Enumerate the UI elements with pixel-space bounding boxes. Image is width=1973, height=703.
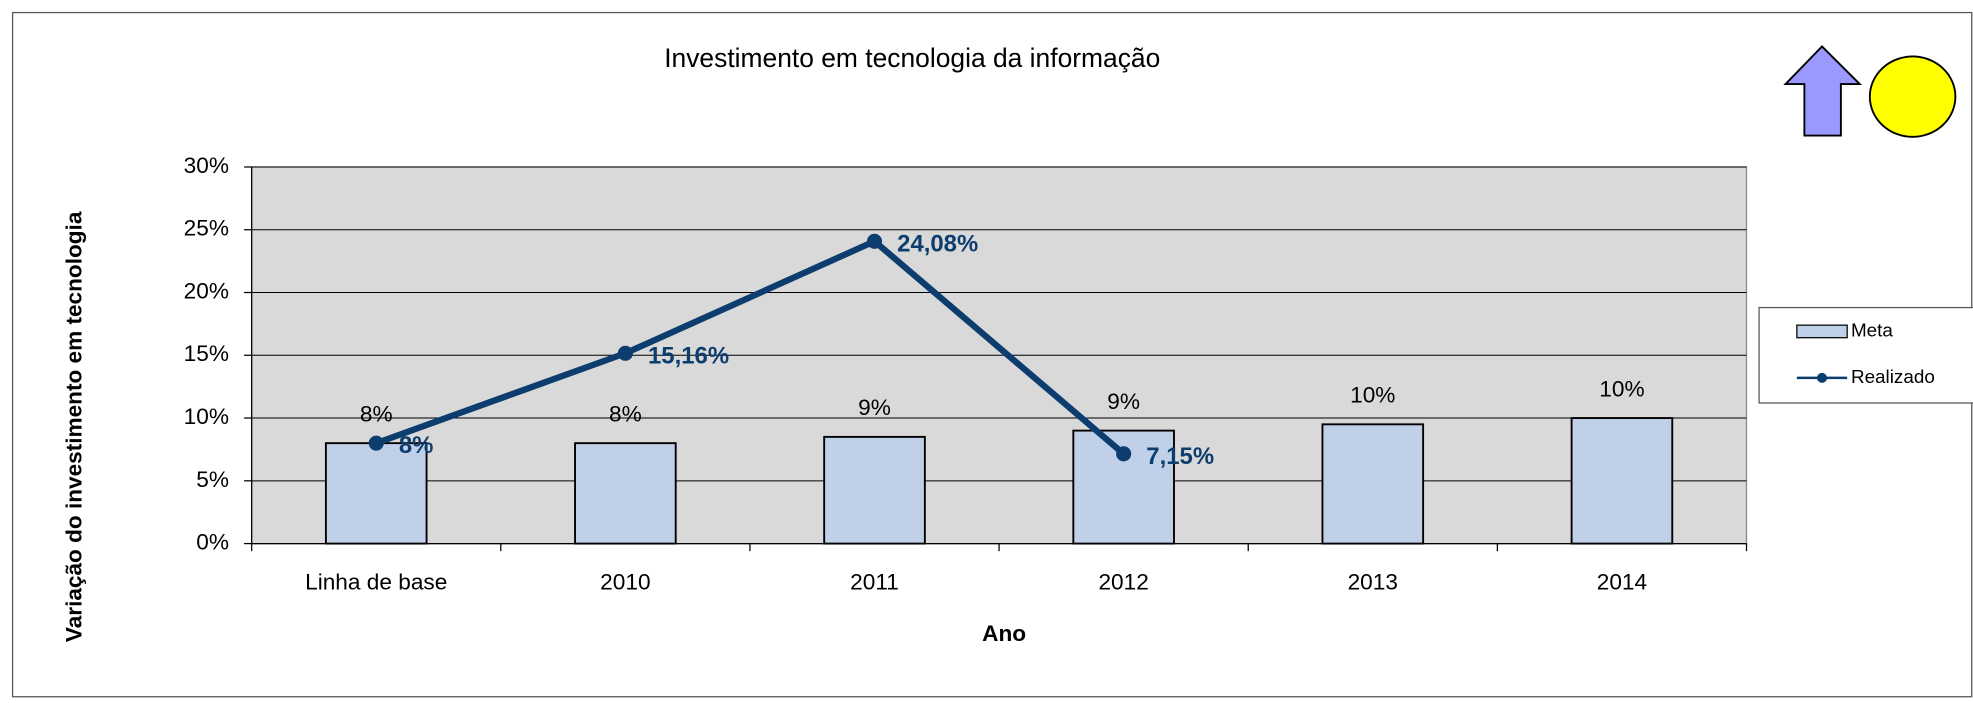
bar bbox=[1321, 423, 1425, 545]
x-axis-label: Ano bbox=[982, 621, 1026, 646]
line-point bbox=[617, 345, 633, 361]
bar-value-label: 10% bbox=[1599, 376, 1644, 401]
y-tick-label: 25% bbox=[184, 216, 229, 241]
legend-swatch bbox=[1796, 324, 1848, 339]
legend-box bbox=[1758, 306, 1973, 404]
line-value-label: 24,08% bbox=[897, 230, 978, 257]
x-tick-label: 2014 bbox=[1597, 570, 1647, 595]
line-value-label: 8% bbox=[399, 432, 434, 459]
bar-value-label: 9% bbox=[1107, 389, 1140, 414]
bar-value-label: 8% bbox=[609, 402, 642, 427]
chart-title: Investimento em tecnologia da informação bbox=[664, 43, 1160, 73]
line-value-label: 15,16% bbox=[648, 342, 729, 369]
arrow-icon bbox=[1783, 45, 1863, 137]
bar-value-label: 10% bbox=[1350, 383, 1395, 408]
y-axis-label: Variação do investimento em tecnologia bbox=[61, 211, 86, 642]
status-circle bbox=[1868, 55, 1957, 138]
line-value-label: 7,15% bbox=[1146, 443, 1214, 470]
bar-value-label: 9% bbox=[858, 395, 891, 420]
x-tick-label: 2011 bbox=[850, 570, 899, 595]
line-point bbox=[866, 233, 883, 249]
legend-label: Realizado bbox=[1851, 366, 1935, 387]
line bbox=[375, 237, 1126, 457]
legend-swatch bbox=[1816, 372, 1828, 383]
y-tick-label: 15% bbox=[184, 341, 229, 366]
bar bbox=[1570, 417, 1674, 545]
y-tick-label: 10% bbox=[184, 404, 229, 429]
y-tick-label: 20% bbox=[184, 278, 229, 303]
x-tick-label: 2013 bbox=[1348, 570, 1398, 595]
y-tick-label: 30% bbox=[184, 153, 229, 178]
line-point bbox=[1116, 446, 1132, 462]
bar bbox=[823, 435, 926, 545]
x-tick-label: Linha de base bbox=[305, 570, 447, 595]
bar bbox=[324, 442, 428, 545]
line-point bbox=[368, 435, 384, 451]
legend-label: Meta bbox=[1851, 319, 1893, 340]
x-tick-label: 2010 bbox=[600, 570, 650, 595]
y-tick-label: 5% bbox=[196, 467, 229, 492]
y-tick-label: 0% bbox=[196, 530, 229, 555]
bar-value-label: 8% bbox=[360, 402, 393, 427]
bar bbox=[574, 442, 677, 545]
x-tick-label: 2012 bbox=[1098, 570, 1148, 595]
